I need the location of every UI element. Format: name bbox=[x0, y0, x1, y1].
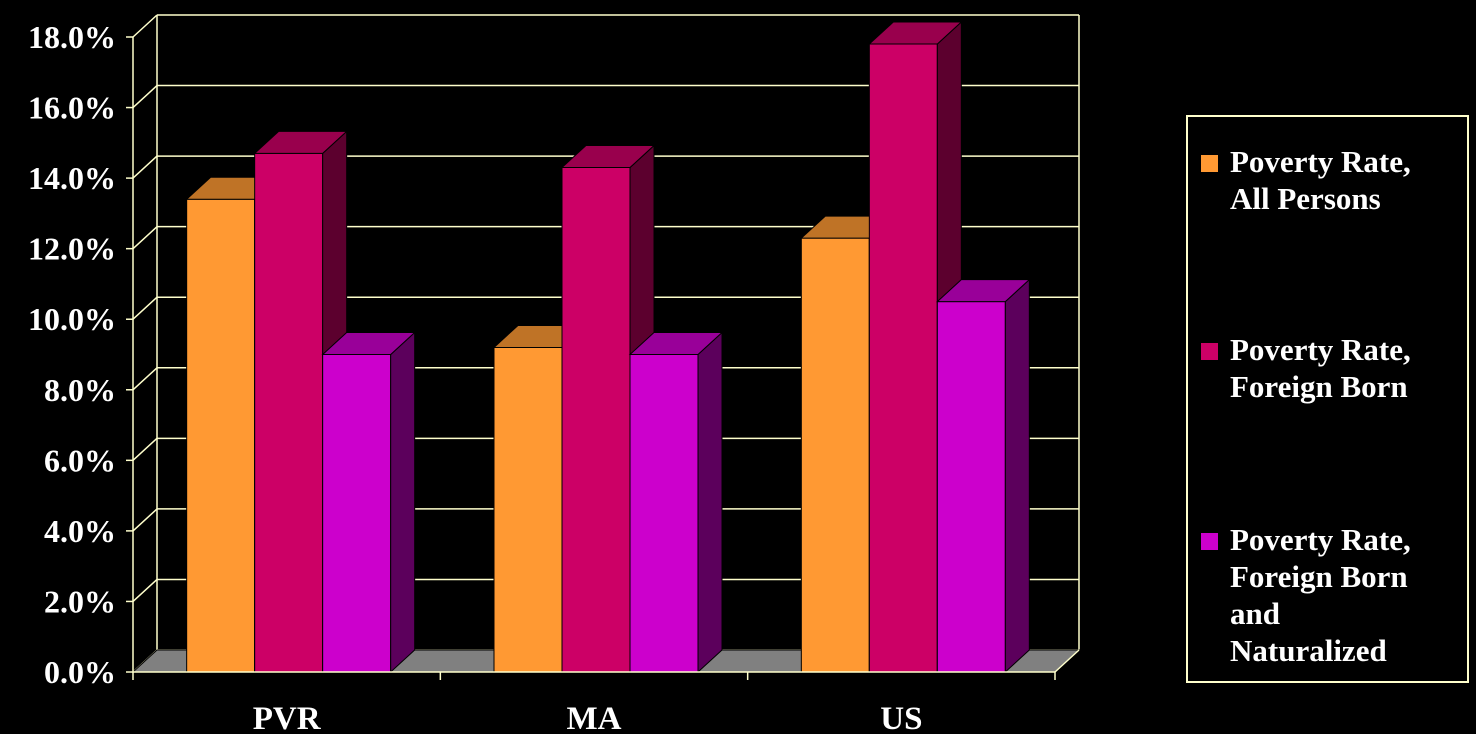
legend-label-all-persons: Poverty Rate, All Persons bbox=[1230, 144, 1411, 216]
gridline-side bbox=[132, 508, 158, 532]
legend-swatch-foreign-born-naturalized bbox=[1200, 532, 1219, 551]
axis-layer: 0.0% 2.0% 4.0% 6.0% 8.0% 10.0% 12.0% 14.0% 16.0%… bbox=[28, 19, 1080, 734]
y-tick-label: 18.0% bbox=[28, 19, 116, 55]
bar-top bbox=[253, 130, 348, 154]
bar-top bbox=[936, 279, 1031, 303]
legend-swatch-all-persons bbox=[1200, 154, 1219, 173]
y-tick-label: 10.0% bbox=[28, 301, 116, 337]
legend-swatch-foreign-born bbox=[1200, 342, 1219, 361]
gridline-side bbox=[132, 367, 158, 391]
bar-side bbox=[390, 331, 416, 674]
bar-side bbox=[1004, 278, 1030, 674]
bar-top bbox=[868, 21, 963, 45]
bar-front bbox=[322, 354, 392, 673]
gridline-side bbox=[132, 437, 158, 461]
bar-side bbox=[697, 331, 723, 674]
gridline-side bbox=[132, 226, 158, 250]
gridline-side bbox=[132, 155, 158, 179]
bar-front bbox=[254, 152, 324, 673]
gridline-side bbox=[132, 85, 158, 109]
bar-front bbox=[800, 237, 870, 673]
y-tick-label: 8.0% bbox=[44, 372, 116, 408]
x-category-label: PVR bbox=[253, 701, 322, 734]
bar-top bbox=[321, 332, 416, 355]
y-tick-label: 6.0% bbox=[44, 442, 116, 478]
y-tick-label: 4.0% bbox=[44, 513, 116, 549]
y-tick-label: 0.0% bbox=[44, 654, 116, 690]
gridline-side bbox=[132, 296, 158, 320]
bars-layer bbox=[185, 20, 1031, 674]
bar-front bbox=[186, 198, 256, 673]
legend-label-foreign-born: Poverty Rate, Foreign Born bbox=[1230, 332, 1411, 404]
floor-right-edge bbox=[1054, 649, 1080, 673]
bar-front bbox=[561, 167, 631, 673]
gridline-side bbox=[132, 14, 158, 38]
legend-label-foreign-born-naturalized: Poverty Rate, Foreign Born and Naturaliz… bbox=[1230, 522, 1411, 668]
bar-front bbox=[868, 43, 938, 673]
bar-front bbox=[629, 354, 699, 673]
x-category-label: US bbox=[880, 701, 922, 734]
bar-top bbox=[560, 145, 656, 169]
y-tick-label: 12.0% bbox=[28, 231, 116, 267]
bar-front bbox=[936, 301, 1006, 673]
y-tick-label: 14.0% bbox=[28, 160, 116, 196]
bar-top bbox=[628, 332, 724, 355]
y-tick-label: 16.0% bbox=[28, 90, 116, 126]
gridline-side bbox=[132, 578, 158, 602]
legend: Poverty Rate, All Persons Poverty Rate, … bbox=[1186, 115, 1469, 683]
y-tick-label: 2.0% bbox=[44, 583, 116, 619]
x-category-label: MA bbox=[567, 701, 622, 734]
bar-front bbox=[493, 346, 563, 673]
